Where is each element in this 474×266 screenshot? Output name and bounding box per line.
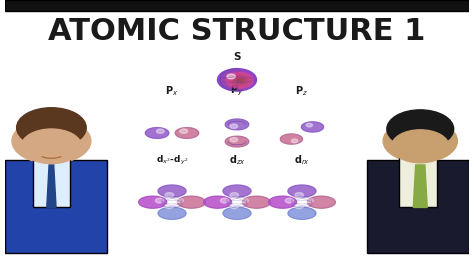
Polygon shape	[158, 207, 186, 219]
Circle shape	[232, 77, 242, 83]
Circle shape	[156, 129, 164, 133]
Text: d$_{zx}$: d$_{zx}$	[228, 153, 246, 167]
Circle shape	[387, 110, 454, 148]
Polygon shape	[204, 196, 232, 208]
Polygon shape	[158, 185, 186, 197]
Circle shape	[218, 69, 256, 91]
FancyBboxPatch shape	[5, 0, 469, 11]
Text: d$_{x^2}$-d$_{y^2}$: d$_{x^2}$-d$_{y^2}$	[156, 154, 188, 167]
Circle shape	[175, 198, 183, 203]
Text: d$_{rx}$: d$_{rx}$	[294, 153, 310, 167]
Circle shape	[226, 73, 254, 88]
Circle shape	[12, 118, 91, 164]
Circle shape	[235, 77, 246, 84]
Polygon shape	[225, 136, 249, 147]
Circle shape	[230, 76, 244, 84]
Circle shape	[232, 76, 248, 85]
Text: P$_z$: P$_z$	[295, 84, 309, 98]
Circle shape	[230, 193, 238, 198]
Circle shape	[230, 124, 237, 128]
Circle shape	[220, 70, 254, 90]
Circle shape	[295, 204, 303, 209]
Polygon shape	[175, 128, 199, 138]
Circle shape	[306, 123, 312, 127]
Polygon shape	[307, 196, 335, 208]
Circle shape	[220, 198, 229, 203]
Circle shape	[305, 198, 313, 203]
FancyBboxPatch shape	[400, 154, 437, 207]
Circle shape	[383, 120, 457, 162]
Polygon shape	[269, 196, 297, 208]
Circle shape	[237, 79, 243, 82]
Text: P$_y$: P$_y$	[230, 84, 244, 98]
Circle shape	[155, 198, 164, 203]
Text: P$_x$: P$_x$	[165, 84, 179, 98]
Text: ATOMIC STRUCTURE 1: ATOMIC STRUCTURE 1	[48, 17, 426, 47]
Polygon shape	[288, 185, 316, 197]
Circle shape	[285, 198, 294, 203]
Polygon shape	[301, 122, 324, 132]
Circle shape	[227, 74, 247, 85]
Polygon shape	[223, 185, 251, 197]
Circle shape	[240, 198, 248, 203]
Polygon shape	[139, 196, 167, 208]
Polygon shape	[146, 128, 169, 138]
Circle shape	[235, 78, 239, 81]
Circle shape	[165, 193, 173, 198]
Polygon shape	[280, 134, 302, 144]
Polygon shape	[413, 165, 427, 207]
Circle shape	[292, 139, 298, 143]
Circle shape	[230, 138, 237, 142]
Polygon shape	[223, 207, 251, 219]
FancyBboxPatch shape	[5, 160, 107, 253]
Circle shape	[222, 72, 252, 88]
Polygon shape	[225, 119, 249, 130]
Polygon shape	[288, 207, 316, 219]
Polygon shape	[177, 196, 205, 208]
Circle shape	[230, 204, 238, 209]
Circle shape	[165, 204, 173, 209]
FancyBboxPatch shape	[367, 160, 469, 253]
Circle shape	[21, 129, 82, 164]
Circle shape	[225, 73, 249, 87]
Text: S: S	[233, 52, 241, 62]
Circle shape	[180, 129, 188, 133]
Circle shape	[295, 193, 303, 198]
Circle shape	[392, 130, 449, 163]
Circle shape	[229, 74, 251, 87]
Circle shape	[17, 108, 86, 148]
Polygon shape	[242, 196, 270, 208]
Polygon shape	[47, 165, 56, 207]
FancyBboxPatch shape	[33, 154, 70, 207]
Circle shape	[227, 74, 236, 79]
